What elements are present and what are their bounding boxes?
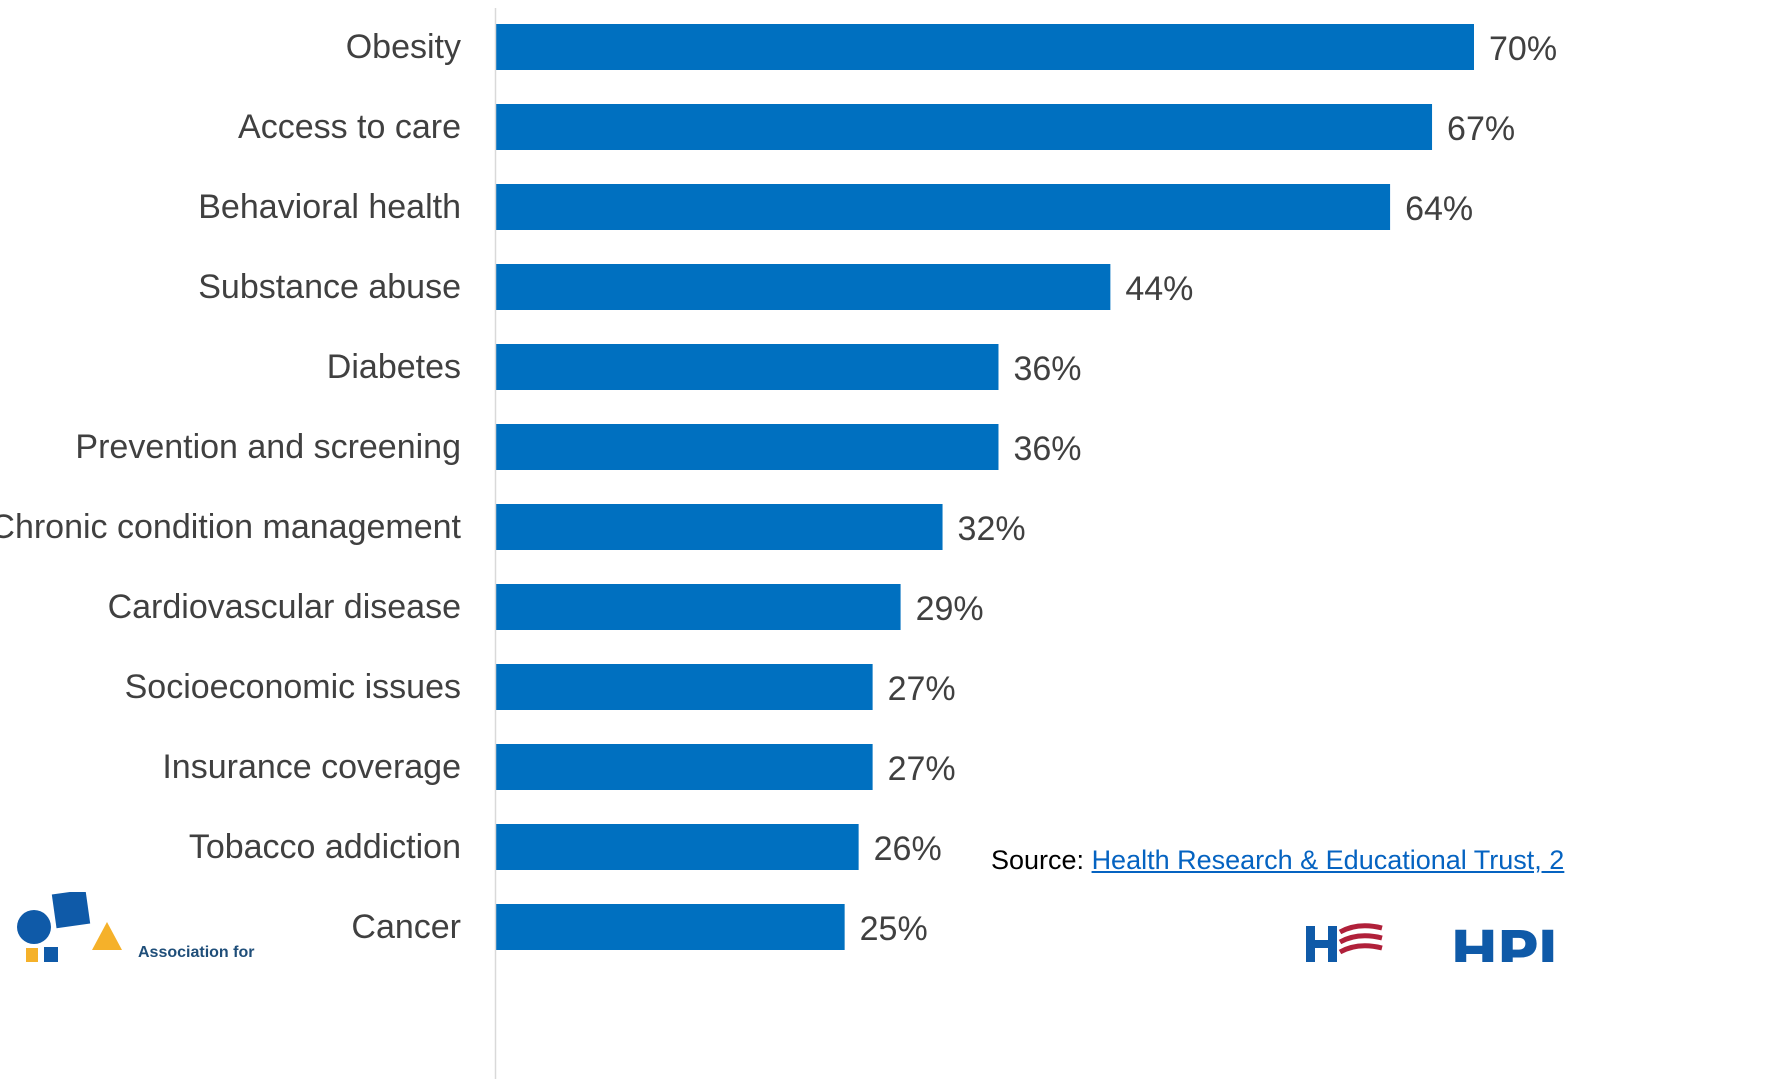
value-label: 27% — [888, 750, 956, 788]
bar — [495, 104, 1433, 150]
value-label: 36% — [1013, 350, 1081, 388]
source-link[interactable]: Health Research & Educational Trust, 2 — [1091, 845, 1565, 875]
category-label: Tobacco addiction — [189, 828, 461, 866]
category-label: Access to care — [238, 108, 461, 146]
category-label: Cardiovascular disease — [108, 588, 461, 626]
value-labels-group: 70% 67% 64% 44% 36% 36% 32% 29% 27% 27% 26% 25% — [860, 30, 1557, 948]
category-label: Substance abuse — [198, 268, 461, 306]
bar — [495, 824, 859, 870]
bar — [495, 184, 1391, 230]
bar — [495, 24, 1474, 70]
value-label: 27% — [888, 670, 956, 708]
value-label: 67% — [1447, 110, 1515, 148]
bar — [495, 664, 873, 710]
association-logo-text: Association for — [138, 944, 255, 961]
category-label: Socioeconomic issues — [125, 668, 461, 706]
aha-logo-icon — [1306, 923, 1383, 962]
category-label: Obesity — [346, 28, 461, 66]
category-labels-group: Obesity Access to care Behavioral health Su… — [0, 28, 462, 946]
category-label: Chronic condition management — [0, 508, 462, 546]
bars-group — [495, 24, 1474, 950]
value-label: 36% — [1013, 430, 1081, 468]
value-label: 29% — [916, 590, 984, 628]
bar — [495, 504, 943, 550]
bar — [495, 264, 1111, 310]
value-label: 26% — [874, 830, 942, 868]
source-prefix: Source: — [991, 845, 1092, 875]
bar — [495, 344, 999, 390]
shapes-logo-icon — [17, 892, 122, 962]
category-label: Diabetes — [327, 348, 461, 386]
value-label: 70% — [1489, 30, 1557, 68]
bar — [495, 584, 901, 630]
value-label: 32% — [958, 510, 1026, 548]
bar — [495, 424, 999, 470]
value-label: 64% — [1405, 190, 1473, 228]
value-label: 44% — [1125, 270, 1193, 308]
bar — [495, 744, 873, 790]
category-label: Cancer — [351, 908, 461, 946]
aha-hpi-logo: HPI — [1300, 918, 1570, 962]
hpi-logo-text: HPI — [1450, 918, 1559, 962]
category-label: Prevention and screening — [75, 428, 461, 466]
bar — [495, 904, 845, 950]
category-label: Behavioral health — [198, 188, 461, 226]
source-note: Source: Health Research & Educational Tr… — [991, 845, 1564, 876]
association-logo: Association for — [14, 892, 274, 962]
value-label: 25% — [860, 910, 928, 948]
category-label: Insurance coverage — [162, 748, 461, 786]
